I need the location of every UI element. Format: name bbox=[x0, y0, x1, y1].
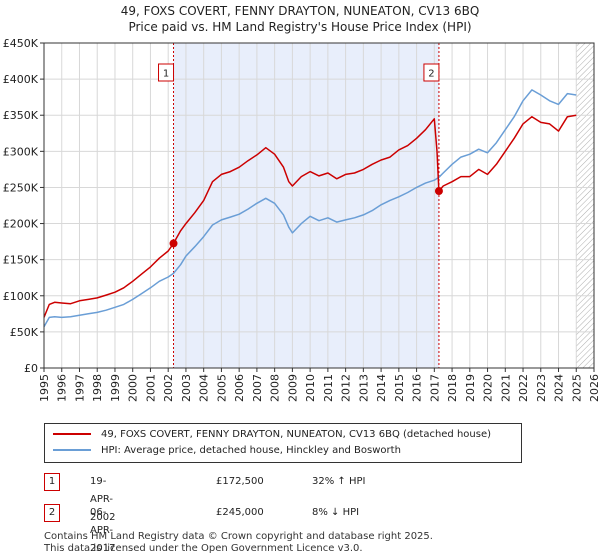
x-tick-label: 2016 bbox=[411, 374, 424, 402]
x-tick-label: 2004 bbox=[198, 374, 211, 402]
x-tick-label: 2014 bbox=[375, 374, 388, 402]
hpi-line bbox=[43, 89, 577, 328]
x-tick-label: 2010 bbox=[304, 374, 317, 402]
x-tick-label: 2002 bbox=[162, 374, 175, 402]
transaction-price: £245,000 bbox=[216, 507, 264, 518]
transaction-date: 06-APR-2017 bbox=[90, 507, 116, 554]
y-tick-label: £250K bbox=[3, 181, 39, 194]
sale-1-badge-label: 1 bbox=[163, 69, 169, 80]
y-tick-label: £150K bbox=[3, 254, 39, 267]
x-tick-label: 2009 bbox=[286, 374, 299, 402]
y-tick-label: £100K bbox=[3, 290, 39, 303]
ownership-shade bbox=[173, 43, 439, 368]
x-tick-label: 2012 bbox=[340, 374, 353, 402]
y-tick-label: £350K bbox=[3, 109, 39, 122]
property-price-line bbox=[43, 114, 577, 318]
x-tick-label: 2020 bbox=[482, 374, 495, 402]
x-tick-label: 2017 bbox=[428, 374, 441, 402]
legend-hpi-label: HPI: Average price, detached house, Hinc… bbox=[101, 445, 401, 456]
sale-1-badge bbox=[158, 63, 175, 82]
x-tick-label: 2022 bbox=[517, 374, 530, 402]
price-chart: 1 2 £0 £50K £100K £150K £200K £250K £300K £350K £… bbox=[3, 37, 600, 402]
sale-2-marker bbox=[434, 187, 443, 196]
sale-1-marker bbox=[169, 239, 178, 248]
sale-2-badge bbox=[423, 63, 440, 82]
sale-2-badge-label: 2 bbox=[428, 69, 434, 80]
transaction-price: £172,500 bbox=[216, 476, 264, 487]
x-tick-label: 2006 bbox=[233, 374, 246, 402]
chart-title: 49, FOXS COVERT, FENNY DRAYTON, NUNEATON… bbox=[120, 4, 480, 18]
x-tick-label: 2005 bbox=[215, 374, 228, 402]
y-tick-label: £400K bbox=[3, 73, 39, 86]
x-tick-label: 2021 bbox=[499, 374, 512, 402]
x-tick-label: 1998 bbox=[91, 374, 104, 402]
x-tick-label: 2024 bbox=[553, 374, 566, 402]
x-tick-label: 2001 bbox=[144, 374, 157, 402]
x-tick-label: 1997 bbox=[73, 374, 86, 402]
x-tick-label: 2019 bbox=[464, 374, 477, 402]
forecast-hatch bbox=[576, 43, 594, 368]
transaction-badge: 1 bbox=[44, 473, 60, 491]
x-tick-label: 2011 bbox=[322, 374, 335, 402]
x-tick-label: 2023 bbox=[535, 374, 548, 402]
x-tick-label: 2013 bbox=[357, 374, 370, 402]
x-tick-label: 2003 bbox=[180, 374, 193, 402]
transaction-badge: 2 bbox=[44, 504, 60, 522]
x-tick-label: 2008 bbox=[269, 374, 282, 402]
x-tick-label: 2026 bbox=[588, 374, 600, 402]
y-tick-label: £300K bbox=[3, 145, 39, 158]
transaction-hpi: 8% ↓ HPI bbox=[312, 507, 360, 518]
chart-legend: 49, FOXS COVERT, FENNY DRAYTON, NUNEATON… bbox=[44, 423, 522, 463]
x-tick-label: 1999 bbox=[109, 374, 122, 402]
footer-licence: This data is licensed under the Open Gov… bbox=[44, 543, 363, 554]
y-tick-label: £50K bbox=[10, 326, 39, 339]
legend-item-property: 49, FOXS COVERT, FENNY DRAYTON, NUNEATON… bbox=[53, 428, 491, 442]
y-tick-label: £0 bbox=[24, 362, 38, 375]
chart-subtitle: Price paid vs. HM Land Registry's House … bbox=[128, 20, 472, 34]
legend-property-label: 49, FOXS COVERT, FENNY DRAYTON, NUNEATON… bbox=[101, 429, 492, 440]
legend-item-hpi: HPI: Average price, detached house, Hinc… bbox=[53, 444, 401, 458]
plot-frame bbox=[43, 42, 595, 369]
y-tick-label: £450K bbox=[3, 37, 39, 50]
footer-copyright: Contains HM Land Registry data © Crown c… bbox=[44, 531, 433, 542]
x-tick-label: 2015 bbox=[393, 374, 406, 402]
x-tick-label: 2000 bbox=[127, 374, 140, 402]
x-tick-label: 2025 bbox=[570, 374, 583, 402]
x-tick-label: 2007 bbox=[251, 374, 264, 402]
legend-property-swatch bbox=[53, 433, 91, 435]
transaction-hpi: 32% ↑ HPI bbox=[312, 476, 366, 487]
legend-hpi-swatch bbox=[53, 449, 91, 451]
y-tick-label: £200K bbox=[3, 218, 39, 231]
x-tick-label: 1996 bbox=[56, 374, 69, 402]
transaction-date: 19-APR-2002 bbox=[90, 476, 116, 523]
x-tick-label: 1995 bbox=[38, 374, 51, 402]
x-tick-label: 2018 bbox=[446, 374, 459, 402]
